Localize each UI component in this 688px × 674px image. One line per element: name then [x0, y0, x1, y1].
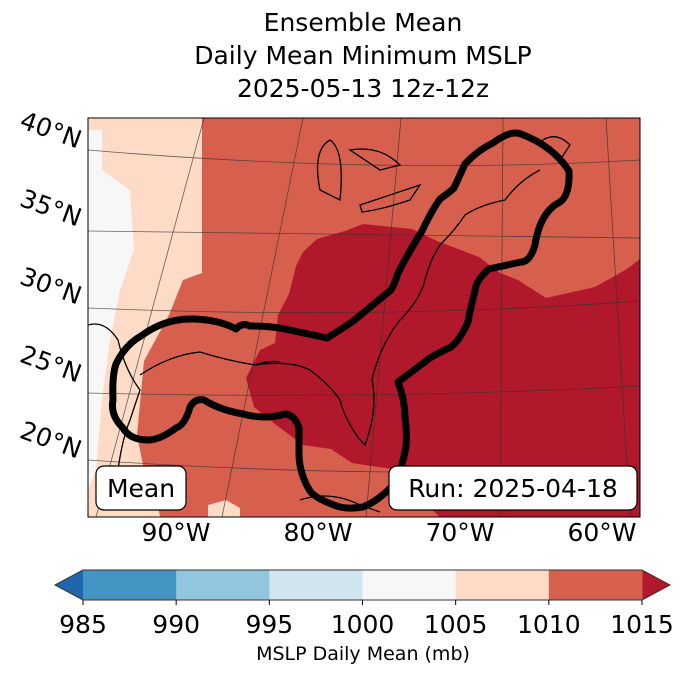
colorbar-tick-label: 990: [152, 610, 200, 639]
colorbar-tick-label: 1010: [517, 610, 581, 639]
probability-contour: [109, 129, 573, 512]
map-panel: [88, 118, 640, 517]
lat-label: 20°N: [16, 416, 85, 465]
lon-label: 70°W: [425, 518, 494, 547]
colorbar-label: MSLP Daily Mean (mb): [256, 643, 470, 665]
chart-title-line-2: Daily Mean Minimum MSLP: [194, 41, 532, 70]
colorbar-tick-label: 1000: [331, 610, 395, 639]
colorbar-tick-label: 995: [245, 610, 293, 639]
run-label-box: Run: 2025-04-18: [388, 465, 638, 511]
mean-label-box: Mean: [95, 465, 187, 511]
field-above-1015: [246, 224, 640, 517]
map-frame: [87, 117, 641, 518]
colorbar-ticks: 985 990 995 1000 1005 1010 1015: [59, 600, 674, 639]
longitude-labels: 90°W 80°W 70°W 60°W: [141, 518, 636, 547]
latitude-labels: 40°N 35°N 30°N 25°N 20°N: [16, 106, 85, 465]
chart-title-line-1: Ensemble Mean: [263, 8, 463, 37]
colorbar-tick-label: 1015: [610, 610, 674, 639]
lon-label: 80°W: [283, 518, 352, 547]
lon-label: 90°W: [141, 518, 210, 547]
colorbar-tick-label: 985: [59, 610, 107, 639]
lat-label: 25°N: [16, 340, 85, 389]
lon-label: 60°W: [567, 518, 636, 547]
colorbar-segment: [83, 570, 177, 600]
colorbar-segment: [362, 570, 457, 600]
lat-label: 30°N: [16, 262, 85, 311]
colorbar: [53, 569, 672, 601]
chart-title-line-3: 2025-05-13 12z-12z: [236, 74, 490, 103]
colorbar-segment: [548, 570, 643, 600]
run-label: Run: 2025-04-18: [408, 474, 618, 503]
colorbar-segment: [455, 570, 550, 600]
colorbar-over-arrow: [642, 570, 670, 600]
colorbar-segment: [269, 570, 363, 600]
lat-label: 40°N: [16, 106, 85, 155]
field-1000-1005: [88, 130, 134, 490]
mean-label: Mean: [107, 474, 175, 503]
colorbar-under-arrow: [55, 570, 83, 600]
lat-label: 35°N: [16, 184, 85, 233]
colorbar-segment: [176, 570, 270, 600]
colorbar-tick-label: 1005: [424, 610, 488, 639]
